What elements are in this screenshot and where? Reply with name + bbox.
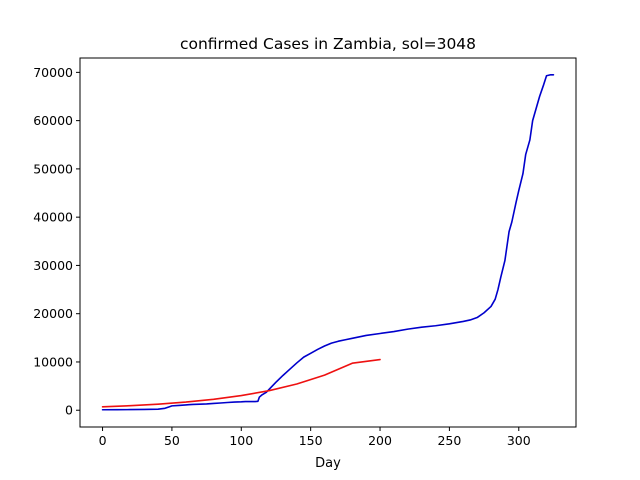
y-tick-label: 40000: [33, 210, 73, 225]
x-tick-label: 250: [437, 433, 461, 448]
series-layer: [101, 73, 555, 411]
x-tick-label: 0: [99, 433, 107, 448]
x-axis-label: Day: [315, 456, 341, 471]
x-tick-label: 200: [368, 433, 392, 448]
y-tick-label: 30000: [33, 258, 73, 273]
y-tick-label: 20000: [33, 306, 73, 321]
y-tick-label: 70000: [33, 65, 73, 80]
x-axis-ticks: 0 50 100 150 200 250 300: [99, 427, 531, 448]
y-tick-label: 10000: [33, 354, 73, 369]
x-tick-label: 50: [164, 433, 180, 448]
y-tick-label: 60000: [33, 113, 73, 128]
y-axis-ticks: 0 10000 20000 30000 40000 50000 60000 70000: [33, 65, 80, 418]
x-tick-label: 150: [299, 433, 323, 448]
series-line-2: [101, 358, 381, 408]
plot-frame: [79, 57, 577, 428]
x-tick-label: 300: [507, 433, 531, 448]
y-tick-label: 50000: [33, 161, 73, 176]
chart-title: confirmed Cases in Zambia, sol=3048: [180, 35, 476, 53]
x-tick-label: 100: [229, 433, 253, 448]
y-tick-label: 0: [65, 403, 73, 418]
series-line-1: [101, 73, 555, 411]
